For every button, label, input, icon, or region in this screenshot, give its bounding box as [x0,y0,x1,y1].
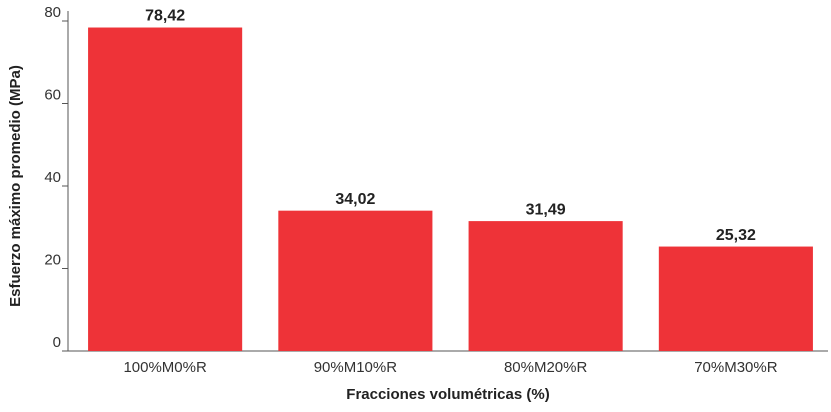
x-tick-label: 90%M10%R [314,359,398,376]
y-tick-label: 80 [44,4,61,21]
y-tick-label: 0 [53,334,61,351]
value-label: 78,42 [145,8,185,25]
value-label: 25,32 [716,227,756,244]
bar [278,210,433,351]
x-tick-label: 100%M0%R [123,359,207,376]
y-axis-label: Esfuerzo máximo promedio (MPa) [7,65,24,307]
value-label: 31,49 [526,201,566,218]
y-tick-label: 20 [44,251,61,268]
bar [658,246,813,351]
x-tick-label: 80%M20%R [504,359,588,376]
x-tick-label: 70%M30%R [694,359,778,376]
value-label: 34,02 [335,191,375,208]
y-tick-label: 40 [44,169,61,186]
bar [468,221,623,351]
y-tick-label: 60 [44,86,61,103]
x-axis-label: Fracciones volumétricas (%) [346,386,549,403]
bar [88,27,243,352]
